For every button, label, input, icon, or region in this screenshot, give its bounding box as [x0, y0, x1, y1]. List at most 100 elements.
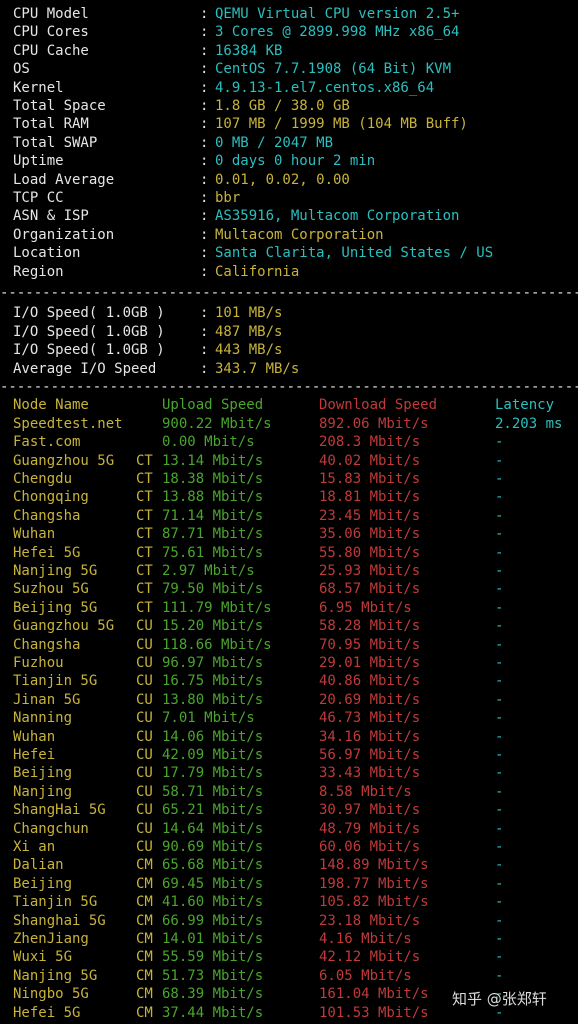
sysinfo-key: Location	[13, 245, 81, 262]
sysinfo-key: Total SWAP	[13, 134, 98, 151]
download-speed: 34.16 Mbit/s	[319, 728, 421, 745]
header-upload: Upload Speed	[162, 397, 264, 414]
sysinfo-row: OS: CentOS 7.7.1908 (64 Bit) KVM	[0, 60, 578, 78]
node-name: Wuxi 5G	[13, 949, 73, 966]
sysinfo-value: 4.9.13-1.el7.centos.x86_64	[215, 79, 435, 96]
colon: :	[200, 153, 209, 170]
upload-speed: 13.88 Mbit/s	[162, 489, 264, 506]
io-value: 487 MB/s	[215, 323, 283, 340]
download-speed: 208.3 Mbit/s	[319, 434, 421, 451]
speed-row: Jinan 5G CU 13.80 Mbit/s 20.69 Mbit/s -	[0, 691, 578, 709]
download-speed: 23.45 Mbit/s	[319, 507, 421, 524]
download-speed: 68.57 Mbit/s	[319, 581, 421, 598]
isp-code: CM	[136, 986, 153, 1003]
speed-row: ZhenJiang CM 14.01 Mbit/s 4.16 Mbit/s -	[0, 930, 578, 948]
speed-row: Beijing 5G CT 111.79 Mbit/s 6.95 Mbit/s -	[0, 599, 578, 617]
upload-speed: 14.06 Mbit/s	[162, 728, 264, 745]
node-name: Ningbo 5G	[13, 986, 89, 1003]
separator-line: ----------------------------------------…	[0, 285, 578, 301]
header-download: Download Speed	[319, 397, 438, 414]
latency: -	[495, 894, 504, 911]
download-speed: 6.95 Mbit/s	[319, 599, 412, 616]
colon: :	[200, 263, 209, 280]
upload-speed: 71.14 Mbit/s	[162, 507, 264, 524]
isp-code: CT	[136, 452, 153, 469]
sysinfo-row: CPU Cores:3 Cores @ 2899.998 MHz x86_64	[0, 23, 578, 41]
sysinfo-value: 0 MB / 2047 MB	[215, 134, 334, 151]
isp-code: CM	[136, 949, 153, 966]
isp-code: CM	[136, 875, 153, 892]
sysinfo-value: 0 days 0 hour 2 min	[215, 153, 376, 170]
node-name: Changchun	[13, 820, 89, 837]
latency: -	[495, 452, 504, 469]
latency: -	[495, 507, 504, 524]
upload-speed: 55.59 Mbit/s	[162, 949, 264, 966]
download-speed: 161.04 Mbit/s	[319, 986, 429, 1003]
io-key: I/O Speed( 1.0GB )	[13, 323, 165, 340]
download-speed: 6.05 Mbit/s	[319, 967, 412, 984]
node-name: Guangzhou 5G	[13, 618, 115, 635]
sysinfo-key: OS	[13, 61, 30, 78]
node-name: Nanjing 5G	[13, 563, 98, 579]
sysinfo-key: Kernel	[13, 79, 64, 96]
upload-speed: 51.73 Mbit/s	[162, 967, 264, 984]
latency: -	[495, 636, 504, 653]
speed-row: Chongqing CT 13.88 Mbit/s 18.81 Mbit/s -	[0, 488, 578, 506]
sysinfo-value: 16384 KB	[215, 42, 283, 59]
isp-code: CU	[136, 673, 153, 690]
node-name: Shanghai 5G	[13, 912, 106, 929]
download-speed: 23.18 Mbit/s	[319, 912, 421, 929]
sysinfo-key: Load Average	[13, 171, 115, 188]
isp-code: CT	[136, 563, 153, 579]
colon: :	[200, 79, 209, 96]
node-name: Beijing	[13, 875, 73, 892]
header-node: Node Name	[13, 397, 89, 414]
speed-row: Speedtest.net 900.22 Mbit/s 892.06 Mbit/s 2…	[0, 415, 578, 433]
isp-code: CU	[136, 820, 153, 837]
upload-speed: 42.09 Mbit/s	[162, 747, 264, 763]
speed-row: Chengdu CT 18.38 Mbit/s 15.83 Mbit/s -	[0, 470, 578, 488]
download-speed: 40.86 Mbit/s	[319, 673, 421, 690]
download-speed: 105.82 Mbit/s	[319, 894, 429, 911]
sysinfo-row: TCP CC: bbr	[0, 189, 578, 207]
latency: -	[495, 673, 504, 690]
latency: -	[495, 931, 504, 947]
colon: :	[200, 245, 209, 262]
speed-row: Nanjing CU 58.71 Mbit/s 8.58 Mbit/s -	[0, 783, 578, 801]
speed-row: Dalian CM 65.68 Mbit/s 148.89 Mbit/s -	[0, 856, 578, 874]
download-speed: 29.01 Mbit/s	[319, 655, 421, 671]
node-name: Tianjin 5G	[13, 894, 98, 911]
latency: -	[495, 434, 504, 451]
speed-row: Ningbo 5G CM 68.39 Mbit/s 161.04 Mbit/s -	[0, 985, 578, 1003]
node-name: Changsha	[13, 507, 81, 524]
speed-row: Tianjin 5G CU 16.75 Mbit/s 40.86 Mbit/s -	[0, 672, 578, 690]
speed-row: Guangzhou 5G CT 13.14 Mbit/s 40.02 Mbit/s -	[0, 452, 578, 470]
node-name: ShangHai 5G	[13, 802, 106, 819]
latency: -	[495, 526, 504, 543]
isp-code: CT	[136, 507, 153, 524]
sysinfo-value: 3 Cores @ 2899.998 MHz x86_64	[215, 24, 460, 41]
latency: -	[495, 967, 504, 984]
latency: -	[495, 820, 504, 837]
download-speed: 892.06 Mbit/s	[319, 415, 429, 432]
sysinfo-key: CPU Cores	[13, 24, 89, 41]
sysinfo-value: Santa Clarita, United States / US	[215, 245, 494, 262]
download-speed: 56.97 Mbit/s	[319, 747, 421, 763]
upload-speed: 41.60 Mbit/s	[162, 894, 264, 911]
node-name: Nanning	[13, 710, 73, 727]
speed-row: Hefei 5G CT 75.61 Mbit/s 55.80 Mbit/s -	[0, 544, 578, 562]
download-speed: 101.53 Mbit/s	[319, 1004, 429, 1021]
colon: :	[200, 342, 209, 359]
download-speed: 18.81 Mbit/s	[319, 489, 421, 506]
isp-code: CM	[136, 931, 153, 947]
speed-row: Hefei 5G CM 37.44 Mbit/s 101.53 Mbit/s -	[0, 1004, 578, 1022]
speed-row: Fast.com 0.00 Mbit/s 208.3 Mbit/s -	[0, 433, 578, 451]
latency: -	[495, 544, 504, 561]
sysinfo-value: QEMU Virtual CPU version 2.5+	[215, 6, 460, 22]
io-row: I/O Speed( 1.0GB ):487 MB/s	[0, 323, 578, 341]
upload-speed: 15.20 Mbit/s	[162, 618, 264, 635]
isp-code: CT	[136, 581, 153, 598]
sysinfo-row: Region: California	[0, 263, 578, 281]
sysinfo-row: CPU Model: QEMU Virtual CPU version 2.5+	[0, 5, 578, 23]
io-row: I/O Speed( 1.0GB ):101 MB/s	[0, 304, 578, 322]
